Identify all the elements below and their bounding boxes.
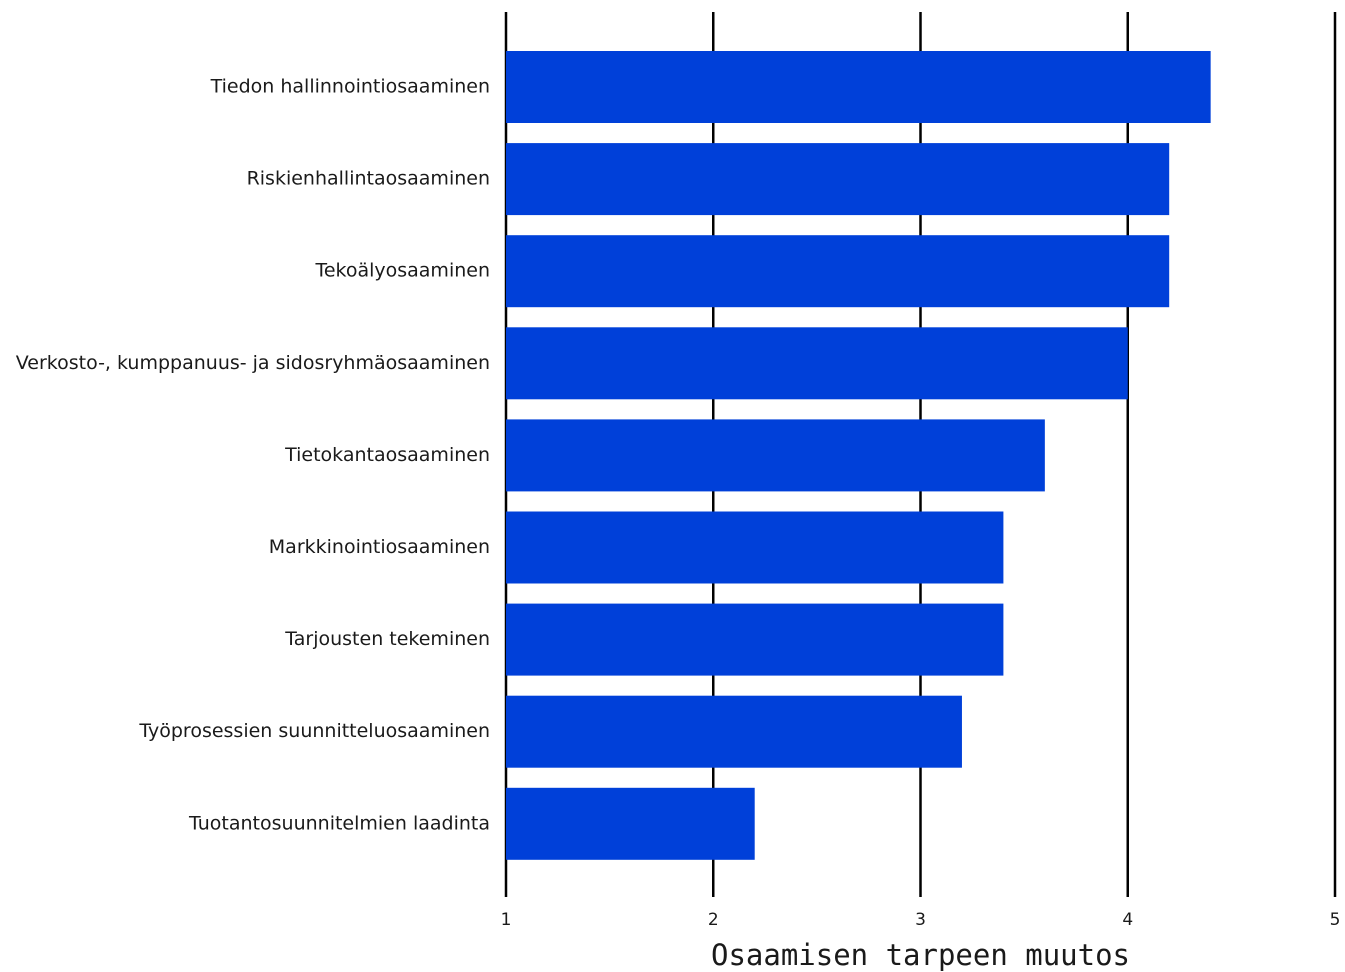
bar	[506, 695, 962, 768]
bar	[506, 327, 1128, 400]
category-label: Tarjousten tekeminen	[284, 628, 490, 650]
category-label: Tietokantaosaaminen	[284, 444, 490, 466]
category-label: Tekoälyosaaminen	[314, 260, 490, 282]
x-tick-labels: 1 2 3 4 5	[501, 910, 1341, 930]
bar	[506, 603, 1004, 676]
bar	[506, 235, 1170, 308]
category-label: Riskienhallintaosaaminen	[247, 168, 490, 190]
x-tick-label: 1	[501, 910, 512, 930]
bars	[506, 51, 1211, 860]
x-tick-label: 2	[708, 910, 719, 930]
x-tick-label: 4	[1122, 910, 1133, 930]
category-labels: Tiedon hallinnointiosaaminen Riskienhalli…	[16, 76, 490, 835]
category-label: Työprosessien suunnitteluosaaminen	[138, 720, 490, 742]
bar	[506, 143, 1170, 216]
x-tick-label: 3	[915, 910, 926, 930]
category-label: Verkosto-, kumppanuus- ja sidosryhmäosaa…	[16, 352, 490, 374]
bar	[506, 787, 755, 860]
bar	[506, 51, 1211, 123]
x-tick-label: 5	[1330, 910, 1341, 930]
bar	[506, 419, 1045, 492]
category-label: Tiedon hallinnointiosaaminen	[210, 76, 490, 98]
category-label: Markkinointiosaaminen	[269, 536, 490, 558]
category-label: Tuotantosuunnitelmien laadinta	[188, 812, 490, 834]
bar	[506, 511, 1004, 584]
x-axis-title: Osaamisen tarpeen muutos	[711, 938, 1130, 972]
